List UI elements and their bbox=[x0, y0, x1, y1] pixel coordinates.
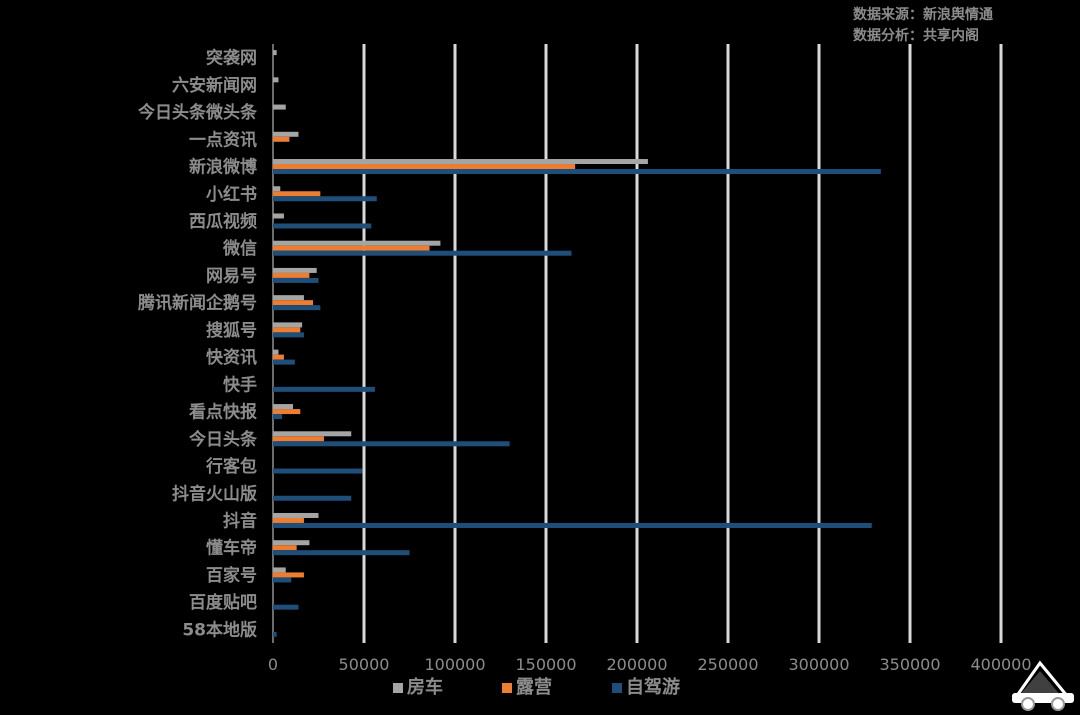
bar-self-drive bbox=[273, 550, 410, 556]
bar-camping bbox=[273, 545, 297, 551]
y-category-label: 一点资讯 bbox=[189, 129, 257, 150]
bar-camping bbox=[273, 136, 290, 142]
data-source-note: 数据来源：新浪舆情通 bbox=[853, 7, 993, 23]
bar-rv bbox=[273, 512, 319, 518]
bar-rv bbox=[273, 431, 352, 437]
bar-self-drive bbox=[273, 414, 283, 420]
y-category-label: 今日头条 bbox=[189, 429, 258, 450]
y-category-label: 懂车帝 bbox=[206, 538, 257, 559]
x-tick-label: 50000 bbox=[339, 655, 390, 674]
bar-rv bbox=[273, 404, 294, 410]
legend-label: 房车 bbox=[407, 677, 443, 698]
y-category-label: 小红书 bbox=[206, 184, 257, 205]
x-tick-label: 250000 bbox=[697, 655, 758, 674]
y-category-label: 今日头条微头条 bbox=[138, 102, 258, 123]
legend-swatch bbox=[502, 683, 512, 693]
legend-label: 露营 bbox=[516, 677, 552, 698]
bar-camping bbox=[273, 327, 301, 333]
y-category-label: 六安新闻网 bbox=[172, 75, 257, 96]
bar-rv bbox=[273, 349, 279, 355]
bar-camping bbox=[273, 409, 301, 415]
x-tick-label: 300000 bbox=[788, 655, 849, 674]
bar-rv bbox=[273, 322, 303, 328]
bar-camping bbox=[273, 245, 430, 251]
y-category-label: 快手 bbox=[223, 374, 257, 395]
y-category-label: 看点快报 bbox=[188, 402, 257, 423]
bar-self-drive bbox=[273, 577, 292, 583]
bar-rv bbox=[273, 77, 279, 83]
bar-camping bbox=[273, 300, 314, 306]
bar-camping bbox=[273, 164, 576, 170]
bar-self-drive bbox=[273, 604, 299, 610]
bar-camping bbox=[273, 354, 284, 360]
y-category-label: 快资讯 bbox=[206, 347, 257, 368]
car-logo-icon bbox=[1012, 660, 1074, 711]
bar-rv bbox=[273, 186, 281, 192]
bar-self-drive bbox=[273, 495, 352, 501]
legend-swatch bbox=[612, 683, 622, 693]
bar-self-drive bbox=[273, 441, 510, 447]
y-category-label: 腾讯新闻企鹅号 bbox=[138, 293, 257, 314]
chart-legend: 房车 露营 自驾游 bbox=[0, 676, 1080, 700]
x-tick-label: 400000 bbox=[970, 655, 1031, 674]
bar-rv bbox=[273, 567, 286, 573]
bar-self-drive bbox=[273, 631, 277, 637]
legend-label: 自驾游 bbox=[626, 677, 680, 698]
y-category-label: 搜狐号 bbox=[206, 320, 257, 341]
bar-self-drive bbox=[273, 169, 881, 175]
bar-self-drive bbox=[273, 386, 375, 392]
y-category-label: 抖音 bbox=[223, 510, 257, 531]
y-category-label: 百度贴吧 bbox=[189, 592, 257, 613]
bar-self-drive bbox=[273, 468, 363, 474]
bar-rv bbox=[273, 50, 277, 56]
y-category-label: 突袭网 bbox=[206, 48, 257, 69]
bar-camping bbox=[273, 572, 304, 578]
legend-swatch bbox=[393, 683, 403, 693]
bar-rv bbox=[273, 240, 441, 246]
y-category-label: 抖音火山版 bbox=[172, 483, 257, 504]
y-category-label: 网易号 bbox=[206, 266, 257, 286]
bar-rv bbox=[273, 104, 286, 110]
bar-self-drive bbox=[273, 223, 372, 229]
bar-self-drive bbox=[273, 277, 319, 283]
bar-camping bbox=[273, 517, 304, 523]
y-category-label: 微信 bbox=[222, 238, 257, 259]
x-tick-label: 0 bbox=[268, 655, 278, 674]
x-tick-label: 100000 bbox=[424, 655, 485, 674]
x-tick-label: 150000 bbox=[515, 655, 576, 674]
bar-rv bbox=[273, 295, 304, 301]
bar-rv bbox=[273, 131, 299, 137]
x-tick-label: 200000 bbox=[606, 655, 667, 674]
bar-self-drive bbox=[273, 332, 304, 338]
bar-rv bbox=[273, 159, 648, 165]
bar-camping bbox=[273, 436, 324, 442]
y-category-label: 西瓜视频 bbox=[189, 211, 257, 232]
bar-rv bbox=[273, 267, 317, 273]
bar-camping bbox=[273, 191, 321, 197]
y-category-label: 百家号 bbox=[206, 565, 257, 586]
bar-camping bbox=[273, 272, 310, 278]
bar-self-drive bbox=[273, 522, 872, 528]
bar-rv bbox=[273, 540, 310, 546]
y-category-label: 行客包 bbox=[205, 456, 257, 477]
data-analysis-note: 数据分析：共享内阁 bbox=[853, 28, 979, 44]
y-category-label: 新浪微博 bbox=[189, 157, 257, 178]
bar-self-drive bbox=[273, 359, 295, 365]
bar-self-drive bbox=[273, 250, 572, 256]
y-category-label: 58本地版 bbox=[182, 619, 257, 640]
bar-self-drive bbox=[273, 196, 377, 202]
bar-rv bbox=[273, 213, 284, 219]
bar-self-drive bbox=[273, 305, 321, 311]
x-tick-label: 350000 bbox=[879, 655, 940, 674]
